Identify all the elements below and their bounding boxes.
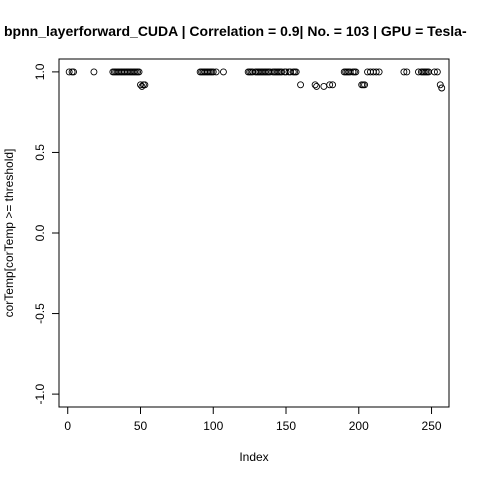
data-point	[433, 68, 441, 76]
data-point	[311, 81, 319, 89]
data-point	[219, 68, 227, 76]
x-tick-label: 100	[203, 419, 223, 433]
data-point	[135, 68, 143, 76]
data-point	[372, 68, 380, 76]
data-point	[292, 68, 300, 76]
x-tick-label: 150	[276, 419, 296, 433]
chart-title: bpnn_layerforward_CUDA | Correlation = 0…	[4, 23, 467, 39]
x-axis: 0 50 100 150 200 250	[64, 406, 442, 433]
data-point	[326, 81, 334, 89]
data-point	[65, 68, 73, 76]
x-axis-label: Index	[239, 450, 268, 464]
data-point	[137, 81, 144, 89]
data-point	[352, 68, 360, 76]
data-point	[361, 81, 369, 89]
y-tick-label: 0.0	[33, 224, 47, 241]
x-tick-label: 50	[134, 419, 148, 433]
x-tick-label: 200	[349, 419, 369, 433]
data-point	[297, 81, 305, 89]
data-point	[212, 68, 220, 76]
y-tick-label: 1.0	[33, 63, 47, 80]
data-point	[430, 68, 438, 76]
x-tick-label: 0	[64, 419, 71, 433]
y-tick-label: -0.5	[33, 303, 47, 324]
data-point	[436, 81, 444, 89]
y-tick-label: -1.0	[33, 383, 47, 404]
data-point	[209, 68, 217, 76]
data-point	[313, 82, 321, 90]
y-axis-label: corTemp[corTemp >= threshold]	[2, 149, 16, 318]
data-point	[282, 68, 290, 76]
data-points	[65, 68, 446, 92]
data-point	[403, 68, 411, 76]
data-point	[400, 68, 408, 76]
data-point	[70, 68, 78, 76]
data-point	[375, 68, 383, 76]
x-tick-label: 250	[422, 419, 442, 433]
data-point	[329, 81, 337, 89]
y-tick-label: 0.5	[33, 144, 47, 161]
y-axis: -1.0 -0.5 0.0 0.5 1.0	[33, 63, 60, 404]
data-point	[90, 68, 98, 76]
data-point	[438, 84, 446, 92]
data-point	[141, 81, 149, 89]
data-point	[278, 68, 286, 76]
